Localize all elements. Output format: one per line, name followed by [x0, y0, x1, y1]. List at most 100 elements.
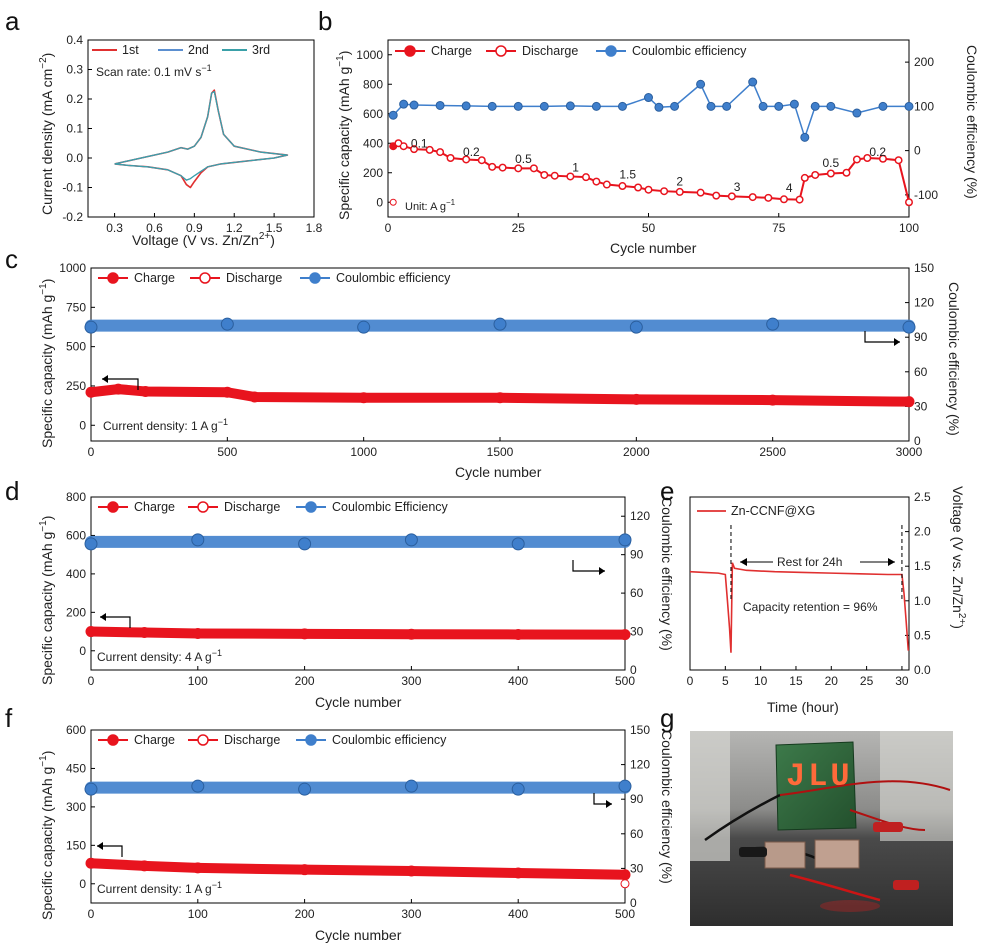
arrow-head-right-f: [606, 800, 612, 808]
e-x-tick-label: 20: [825, 674, 839, 688]
panel-d-frame: [90, 496, 626, 671]
b-discharge-point: [634, 184, 642, 191]
c-charge-point: [85, 386, 97, 398]
panel-b-xlabel: Cycle number: [610, 240, 697, 256]
f-y2-tick-label: 30: [630, 861, 644, 875]
b-discharge-point: [592, 178, 600, 186]
b-discharge-point: [853, 155, 861, 163]
legend-marker: [199, 272, 211, 284]
b-rate-label: 2: [676, 174, 683, 188]
f-y2-tick-label: 150: [630, 723, 650, 737]
panel-f-yticks: 600 450 300 150 0: [66, 723, 95, 891]
b-discharge-point: [827, 169, 835, 177]
c-y-tick-label: 750: [66, 300, 86, 314]
f-x-tick-label: 0: [88, 907, 95, 921]
d-charge-point: [192, 627, 204, 639]
d-cd-text: Current density: 4 A g: [97, 650, 212, 664]
b-discharge-point: [879, 155, 887, 163]
b-discharge-point: [540, 171, 548, 179]
panel-b-y2label: Coulombic efficiency (%): [964, 45, 980, 199]
rest-arrow-head-right: [888, 558, 895, 566]
legend-marker: [404, 45, 416, 57]
e-y-tick-label: 0.5: [914, 628, 931, 642]
b-ce-point: [758, 101, 768, 111]
panel-c-yticks: 1000 750 500 250 0: [59, 261, 95, 432]
c-charge-point: [140, 385, 152, 397]
f-y-tick-label: 150: [66, 838, 86, 852]
d-ce-point: [511, 537, 525, 551]
arrow-head-left-d: [100, 613, 106, 621]
b-discharge-point: [842, 169, 850, 177]
b-discharge-point: [566, 172, 574, 180]
panel-e-ylabel: Voltage (V vs. Zn/Zn2+): [950, 486, 967, 629]
photo-left-light: [690, 731, 730, 861]
f-x-tick-label: 500: [615, 907, 635, 921]
legend-marker: [305, 734, 317, 746]
e-x-tick-label: 15: [789, 674, 803, 688]
panel-a-xlabel: Voltage (V vs. Zn/Zn2+): [132, 231, 275, 248]
legend-label: Coulombic efficiency: [332, 733, 447, 747]
c-charge-point: [903, 396, 915, 408]
b-y2-tick-label: -100: [914, 188, 938, 202]
e-ylabel-end: ): [950, 624, 966, 629]
f-ce-point: [298, 782, 312, 796]
e-x-tick-label: 10: [754, 674, 768, 688]
arrow-to-right-axis-d: [572, 560, 605, 572]
a-x-tick-label: 1.5: [266, 221, 283, 235]
d-cd-sup: −1: [212, 648, 222, 658]
b-discharge-point: [394, 139, 402, 147]
b-discharge-point: [488, 163, 496, 171]
d-y2-tick-label: 60: [630, 586, 644, 600]
b-ce-point: [748, 77, 758, 87]
legend-label: Charge: [134, 500, 175, 514]
f-y-tick-label: 450: [66, 761, 86, 775]
panel-b-y2ticks: 200 100 0 -100: [905, 55, 938, 202]
b-discharge-point: [618, 182, 626, 190]
panel-c-y2label: Coulombic efficiency (%): [946, 282, 962, 436]
panel-d-legend: Charge Discharge Coulombic Efficiency: [98, 500, 449, 514]
c-ce-point: [357, 320, 371, 334]
c-x-tick-label: 500: [217, 445, 237, 459]
a-x-tick-label: 0.3: [106, 221, 123, 235]
legend-marker: [107, 734, 119, 746]
a-x-tick-label: 1.8: [306, 221, 323, 235]
b-discharge-point: [697, 189, 705, 197]
b-ce-point: [435, 100, 445, 110]
f-ce-point: [511, 782, 525, 796]
panel-letter-a: a: [5, 6, 20, 36]
f-x-tick-label: 100: [188, 907, 208, 921]
c-ce-point: [493, 317, 507, 331]
e-y-tick-label: 0.0: [914, 663, 931, 677]
legend-label-3rd: 3rd: [252, 43, 270, 57]
b-ce-point: [461, 101, 471, 111]
d-x-tick-label: 200: [295, 674, 315, 688]
panel-c-y2ticks: 150 120 90 60 30 0: [905, 261, 934, 448]
a-x-tick-label: 1.2: [226, 221, 243, 235]
d-y2-tick-label: 120: [630, 509, 650, 523]
e-x-tick-label: 30: [895, 674, 909, 688]
panel-a-plot: [114, 89, 289, 189]
c-ylabel-sup: −1: [38, 283, 49, 295]
d-ce-point: [298, 537, 312, 551]
b-y-tick-label: 1000: [356, 48, 383, 62]
panel-b-legend: Charge Discharge Coulombic efficiency: [395, 44, 747, 58]
clip-red-2: [893, 880, 919, 890]
b-rate-label: 0.5: [823, 156, 840, 170]
panel-f-y2label: Coulombic efficiency (%): [659, 730, 675, 884]
f-charge-point: [619, 869, 631, 881]
b-y-tick-label: 200: [363, 166, 383, 180]
panel-c-xlabel: Cycle number: [455, 464, 542, 480]
panel-b-yticks: 1000 800 600 400 200 0: [356, 48, 392, 209]
b-ce-point: [409, 100, 419, 110]
c-y2-tick-label: 30: [914, 399, 928, 413]
f-ce-point: [84, 782, 98, 796]
c-ylabel-main: Specific capacity (mAh g: [39, 295, 55, 448]
arrow-to-left-axis-c: [102, 378, 139, 390]
panel-d-yticks: 800 600 400 200 0: [66, 490, 95, 658]
panel-e-plot: [689, 525, 910, 653]
panel-c-plot: [84, 317, 916, 408]
legend-marker: [305, 501, 317, 513]
b-rate-label: 3: [734, 180, 741, 194]
